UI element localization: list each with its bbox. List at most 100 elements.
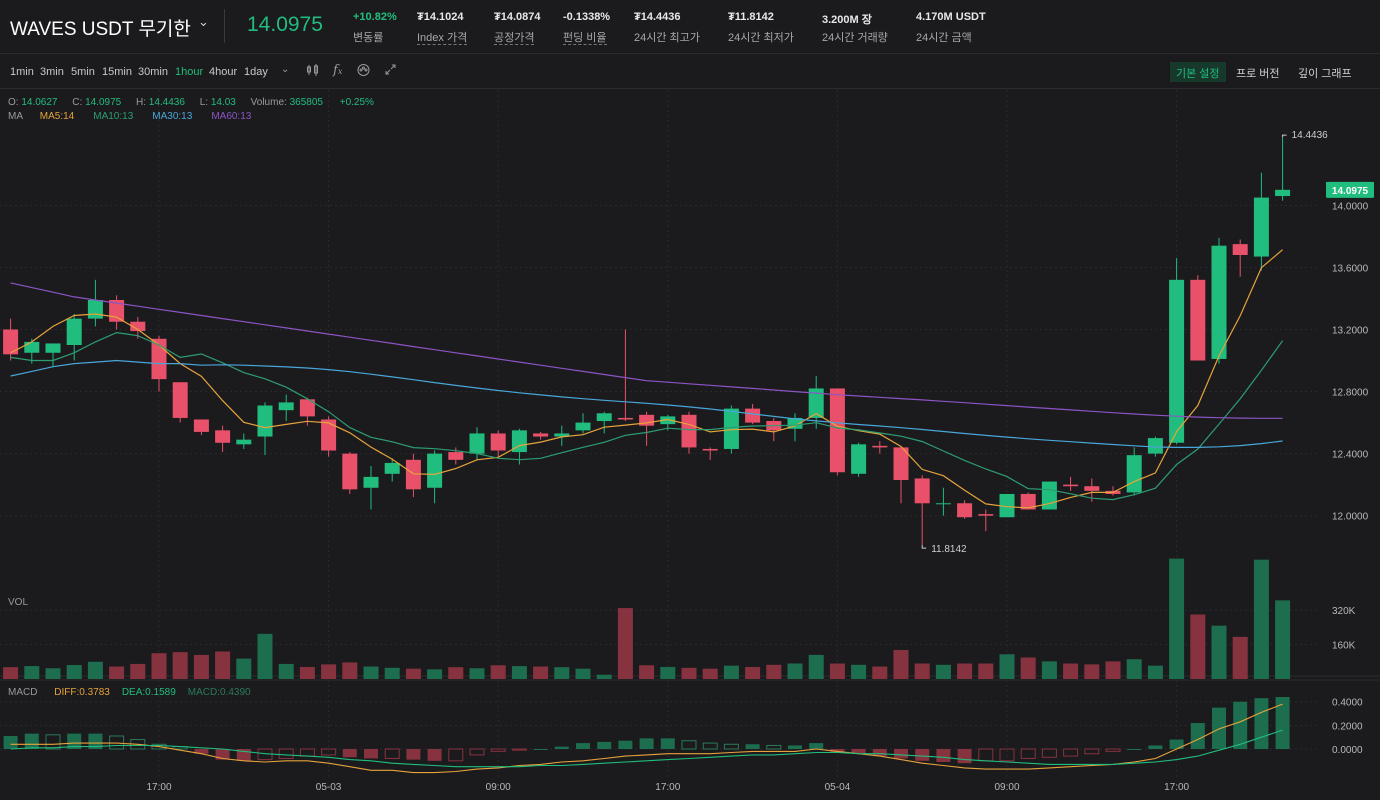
volume-bar xyxy=(1041,661,1057,679)
candle xyxy=(575,413,591,434)
volume-bar xyxy=(87,661,103,679)
stat-label: 변동률 xyxy=(353,29,397,45)
stat-label[interactable]: 펀딩 비율 xyxy=(563,29,610,45)
volume-bar xyxy=(342,662,358,679)
candle xyxy=(766,417,782,442)
candle-type-icon[interactable] xyxy=(306,63,320,80)
candle-body xyxy=(1275,189,1291,197)
volume-bar xyxy=(660,666,676,679)
open-value: 14.0627 xyxy=(21,97,58,108)
stat-0: +10.82% 변동률 xyxy=(353,11,397,45)
close-value: 14.0975 xyxy=(85,97,122,108)
view-tab-1[interactable]: 프로 버전 xyxy=(1236,68,1280,80)
time-tick-label: 09:00 xyxy=(486,782,511,793)
ma-legend-1: MA10:13 xyxy=(93,111,134,122)
candle-body xyxy=(660,416,676,425)
fullscreen-icon[interactable] xyxy=(384,63,397,79)
interval-3min[interactable]: 3min xyxy=(40,66,64,78)
volume-bar xyxy=(172,652,188,679)
volume-bar xyxy=(3,667,19,679)
time-tick-label: 17:00 xyxy=(655,782,680,793)
candle xyxy=(596,411,612,434)
volume-tick-label: 320K xyxy=(1332,606,1356,617)
volume-bar xyxy=(533,666,549,679)
candle-body xyxy=(914,478,930,504)
volume-bar xyxy=(893,649,909,679)
indicator-fx-icon[interactable]: fx xyxy=(333,63,343,78)
candle-body xyxy=(511,430,527,453)
interval-15min[interactable]: 15min xyxy=(102,66,132,78)
ma-legend-2: MA30:13 xyxy=(152,111,193,122)
price-chart[interactable]: 12.0000 12.4000 12.8000 13.2000 13.6000 14.00… xyxy=(0,90,1380,800)
chevron-down-icon[interactable]: ⌄ xyxy=(281,64,290,75)
candle xyxy=(872,441,888,454)
candle-body xyxy=(66,318,82,345)
view-tab-2[interactable]: 깊이 그래프 xyxy=(1298,68,1352,80)
candle-body xyxy=(1041,481,1057,510)
stat-label-text: Index 가격 xyxy=(417,32,468,45)
candle xyxy=(236,433,252,449)
candle-body xyxy=(1169,279,1185,443)
interval-1min[interactable]: 1min xyxy=(10,66,34,78)
high-marker-line xyxy=(1282,134,1287,138)
macd-bar xyxy=(469,748,485,756)
interval-5min[interactable]: 5min xyxy=(71,66,95,78)
high-value: 14.4436 xyxy=(148,97,185,108)
chevron-down-icon[interactable]: ⌄ xyxy=(198,14,209,29)
candle-body xyxy=(342,453,358,490)
candle-body xyxy=(999,493,1015,518)
macd-bar xyxy=(1212,707,1226,749)
interval-4hour[interactable]: 4hour xyxy=(209,66,238,78)
candle xyxy=(45,343,61,367)
interval-1hour[interactable]: 1hour xyxy=(175,66,204,78)
candle-body xyxy=(723,408,739,449)
volume-bar xyxy=(787,663,803,679)
candle-body xyxy=(1211,245,1227,359)
candle-body xyxy=(405,459,421,490)
stat-label[interactable]: Index 가격 xyxy=(417,29,468,45)
volume-bar xyxy=(490,665,506,679)
macd-bar xyxy=(1063,748,1079,757)
volume-bar xyxy=(1253,559,1269,679)
candle xyxy=(893,445,909,504)
settings-icon[interactable] xyxy=(356,63,371,80)
symbol-title[interactable]: WAVES USDT 무기한 xyxy=(10,19,191,40)
volume-bar xyxy=(596,674,612,679)
candle-body xyxy=(1084,486,1100,491)
macd-bar xyxy=(427,749,442,761)
price-tick-label: 14.0000 xyxy=(1332,201,1369,212)
stat-label-text: 24시간 최저가 xyxy=(728,32,794,44)
macd-bar xyxy=(915,749,930,761)
stat-label: 24시간 최고가 xyxy=(634,29,700,45)
volume-bar xyxy=(1084,664,1100,679)
candle-body xyxy=(45,343,61,353)
candle xyxy=(617,329,633,422)
ma30-line xyxy=(10,359,1283,448)
candle xyxy=(66,313,82,361)
volume-bar xyxy=(1126,659,1142,679)
stat-6: 3.200M 장 24시간 거래량 xyxy=(822,11,888,45)
volume-bar xyxy=(1020,657,1036,679)
macd-title: MACD xyxy=(8,687,38,698)
volume-bar xyxy=(1211,625,1227,679)
interval-1day[interactable]: 1day xyxy=(244,66,268,78)
time-tick-label: 17:00 xyxy=(1164,782,1189,793)
macd-bar xyxy=(639,738,654,749)
macd-bar xyxy=(597,741,612,749)
candle xyxy=(702,447,718,460)
interval-30min[interactable]: 30min xyxy=(138,66,168,78)
candle-body xyxy=(554,433,570,437)
macd-bar xyxy=(702,742,718,750)
view-tab-0[interactable]: 기본 설정 xyxy=(1170,62,1226,82)
macd-tick-label: 0.4000 xyxy=(1332,698,1363,709)
macd-bar xyxy=(215,749,230,760)
volume-bar xyxy=(363,666,379,679)
macd-bar xyxy=(448,748,464,762)
stat-label[interactable]: 공정가격 xyxy=(494,29,540,45)
diff-line xyxy=(10,703,1283,774)
change-value: +0.25% xyxy=(339,97,374,108)
candle-body xyxy=(1147,438,1163,454)
candle xyxy=(384,458,400,482)
stat-value: +10.82% xyxy=(353,11,397,23)
candle xyxy=(427,450,443,504)
